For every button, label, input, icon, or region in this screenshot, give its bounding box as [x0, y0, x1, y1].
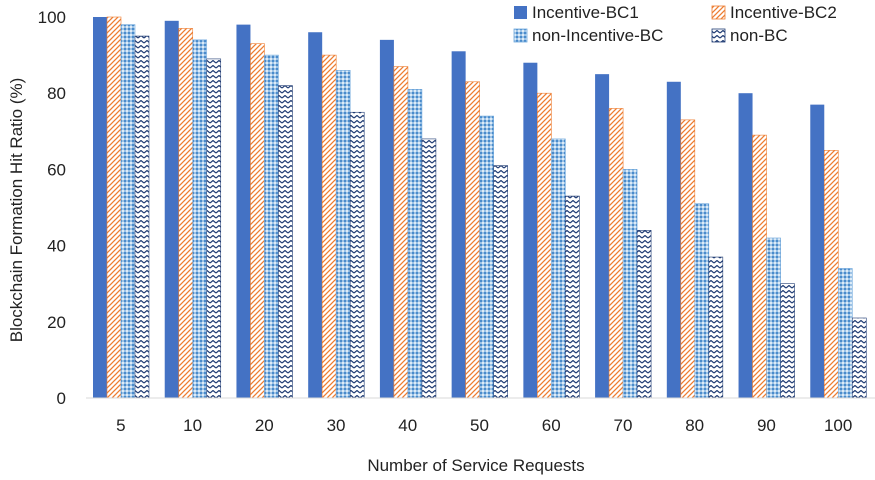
- x-tick-label: 5: [116, 416, 125, 435]
- bar-incentive-bc1-70: [595, 74, 610, 399]
- x-tick-label: 40: [398, 416, 417, 435]
- bar-incentive-bc2-40: [393, 66, 409, 399]
- legend-swatch: [513, 28, 528, 43]
- bar-non-incentive-bc-50: [479, 115, 494, 399]
- bar-incentive-bc1-50: [451, 51, 466, 398]
- bar-non-incentive-bc-70: [622, 169, 638, 399]
- y-tick-label: 100: [38, 8, 66, 27]
- x-tick-label: 50: [470, 416, 489, 435]
- y-tick-label: 0: [57, 389, 66, 408]
- bar-non-bc-40: [421, 138, 437, 399]
- bar-incentive-bc2-50: [465, 81, 480, 399]
- bar-incentive-bc2-5: [106, 16, 122, 399]
- bar-incentive-bc1-100: [810, 104, 825, 398]
- bar-incentive-bc2-60: [537, 92, 552, 399]
- bar-incentive-bc2-10: [178, 28, 194, 399]
- x-tick-label: 10: [183, 416, 202, 435]
- y-axis-title: Blockchain Formation Hit Ratio (%): [7, 78, 26, 343]
- bar-non-bc-10: [206, 58, 222, 399]
- bar-incentive-bc2-30: [321, 54, 337, 399]
- bar-non-incentive-bc-20: [264, 54, 279, 399]
- bar-non-incentive-bc-5: [120, 24, 136, 399]
- x-tick-label: 90: [757, 416, 776, 435]
- bar-non-bc-5: [134, 35, 150, 399]
- bar-non-incentive-bc-100: [837, 268, 853, 399]
- bar-incentive-bc2-80: [680, 119, 696, 399]
- bar-non-bc-30: [349, 111, 365, 399]
- legend-label: Incentive-BC1: [532, 3, 639, 22]
- bar-non-bc-60: [565, 195, 580, 399]
- legend: Incentive-BC1 Incentive-BC2 non-Incentive-…: [513, 3, 837, 45]
- bar-non-bc-80: [708, 256, 724, 399]
- x-axis-title: Number of Service Requests: [367, 456, 584, 475]
- x-tick-label: 70: [613, 416, 632, 435]
- bar-incentive-bc1-40: [379, 39, 394, 399]
- bar-non-bc-100: [851, 317, 867, 399]
- legend-label: non-Incentive-BC: [532, 26, 663, 45]
- bar-non-incentive-bc-80: [694, 203, 710, 399]
- bar-incentive-bc2-20: [250, 43, 265, 399]
- bar-incentive-bc1-10: [164, 20, 179, 399]
- x-tick-label: 80: [685, 416, 704, 435]
- bar-incentive-bc1-30: [308, 32, 323, 399]
- bar-non-incentive-bc-60: [551, 138, 566, 399]
- y-axis: 0 20 40 60 80 100: [38, 8, 66, 408]
- bar-non-incentive-bc-90: [766, 237, 781, 399]
- x-tick-label: 60: [542, 416, 561, 435]
- bar-incentive-bc2-70: [608, 108, 624, 399]
- bar-incentive-bc1-90: [738, 93, 753, 398]
- bar-non-bc-70: [636, 230, 652, 399]
- x-tick-label: 30: [327, 416, 346, 435]
- y-tick-label: 40: [47, 237, 66, 256]
- bar-incentive-bc1-80: [666, 81, 681, 399]
- bar-non-incentive-bc-30: [335, 70, 351, 399]
- bar-non-incentive-bc-10: [192, 39, 208, 399]
- legend-swatch: [514, 6, 527, 19]
- bar-incentive-bc1-60: [523, 62, 538, 398]
- x-axis: 5 10 20 30 40 50 60 70 80 90 100: [116, 416, 852, 435]
- legend-swatch: [711, 5, 726, 20]
- bar-non-bc-50: [493, 165, 508, 399]
- legend-label: non-BC: [730, 26, 788, 45]
- bar-incentive-bc1-20: [236, 24, 251, 399]
- bar-non-bc-20: [278, 85, 293, 399]
- legend-label: Incentive-BC2: [730, 3, 837, 22]
- bar-incentive-bc2-90: [752, 134, 767, 399]
- bar-non-bc-90: [780, 283, 795, 399]
- x-tick-label: 100: [824, 416, 852, 435]
- x-tick-label: 20: [255, 416, 274, 435]
- bar-incentive-bc1-5: [93, 17, 107, 398]
- y-tick-label: 80: [47, 84, 66, 103]
- bars-group: [93, 16, 867, 399]
- y-tick-label: 60: [47, 160, 66, 179]
- bar-incentive-bc2-100: [823, 150, 839, 399]
- y-tick-label: 20: [47, 313, 66, 332]
- legend-swatch: [711, 28, 726, 43]
- bar-non-incentive-bc-40: [407, 89, 423, 399]
